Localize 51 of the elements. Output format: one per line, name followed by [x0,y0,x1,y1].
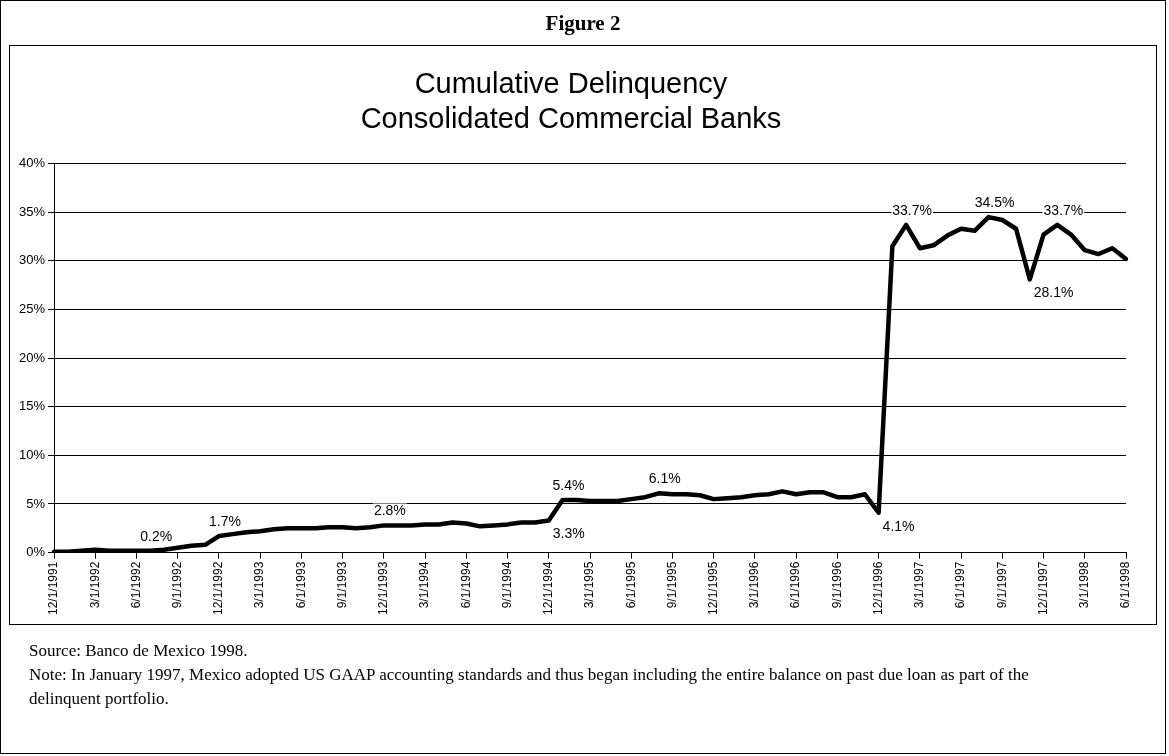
x-tick-label: 9/1/1995 [664,561,679,609]
x-tick-label: 6/1/1993 [293,561,308,609]
y-tick-label: 5% [26,495,46,511]
chart-title: Figure 2 [544,11,622,37]
x-tick-label: 12/1/1993 [376,561,391,616]
x-tick-label: 3/1/1998 [1077,561,1092,609]
x-tick-label: 6/1/1995 [623,561,638,609]
x-tick-label: 12/1/1992 [211,561,226,616]
x-tick-label: 6/1/1994 [458,561,473,609]
y-tick-label: 0% [26,544,46,560]
y-tick-label: 30% [18,252,46,268]
text: Note: In January 1997, Mexico adopted US GAAP accounting standards and thus began including the entire balance on past due loan as part of the delinquent portfolio. [29,664,1030,710]
data-label: 34.5% [974,193,1015,210]
x-tick-label: 9/1/1997 [994,561,1009,609]
data-label: 2.8% [373,502,406,519]
y-tick-label: 10% [18,446,46,462]
y-tick-label: 15% [18,398,46,414]
data-label: 28.1% [1033,284,1074,301]
x-tick-label: 6/1/1992 [128,561,143,609]
y-tick-label: 35% [18,203,46,219]
x-tick-label: 6/1/1997 [953,561,968,609]
x-tick-label: 3/1/1994 [417,561,432,609]
x-tick-label: 6/1/1996 [788,561,803,609]
x-tick-label: 12/1/1995 [706,561,721,616]
data-label: 3.3% [552,525,585,542]
data-label: 0.2% [140,527,173,544]
y-tick-label: 25% [18,301,46,317]
data-label: 4.1% [882,517,915,534]
x-tick-label: 3/1/1995 [582,561,597,609]
x-tick-label: 3/1/1992 [87,561,102,609]
x-tick-label: 12/1/1991 [46,561,61,616]
x-tick-label: 9/1/1993 [334,561,349,609]
source-note: Source: Banco de Mexico 1998. [29,640,249,662]
x-tick-label: 9/1/1992 [170,561,185,609]
x-tick-label: 12/1/1994 [541,561,556,616]
data-label: 1.7% [208,512,241,529]
x-tick-label: 3/1/1993 [252,561,267,609]
data-label: 6.1% [648,470,681,487]
data-label: 33.7% [1043,201,1084,218]
data-label: 33.7% [892,201,932,218]
y-tick-label: 40% [18,155,46,171]
chart-subtitle: Cumulative Delinquency Consolidated Commercial Banks [360,67,782,135]
data-label: 5.4% [552,476,585,493]
x-tick-label: 9/1/1996 [829,561,844,609]
x-tick-label: 3/1/1997 [912,561,927,609]
x-tick-label: 9/1/1994 [499,561,514,609]
y-tick-label: 20% [18,349,46,365]
x-tick-label: 12/1/1997 [1035,561,1050,616]
x-tick-label: 6/1/1998 [1118,561,1133,609]
x-tick-label: 3/1/1996 [747,561,762,609]
x-tick-label: 12/1/1996 [870,561,885,616]
